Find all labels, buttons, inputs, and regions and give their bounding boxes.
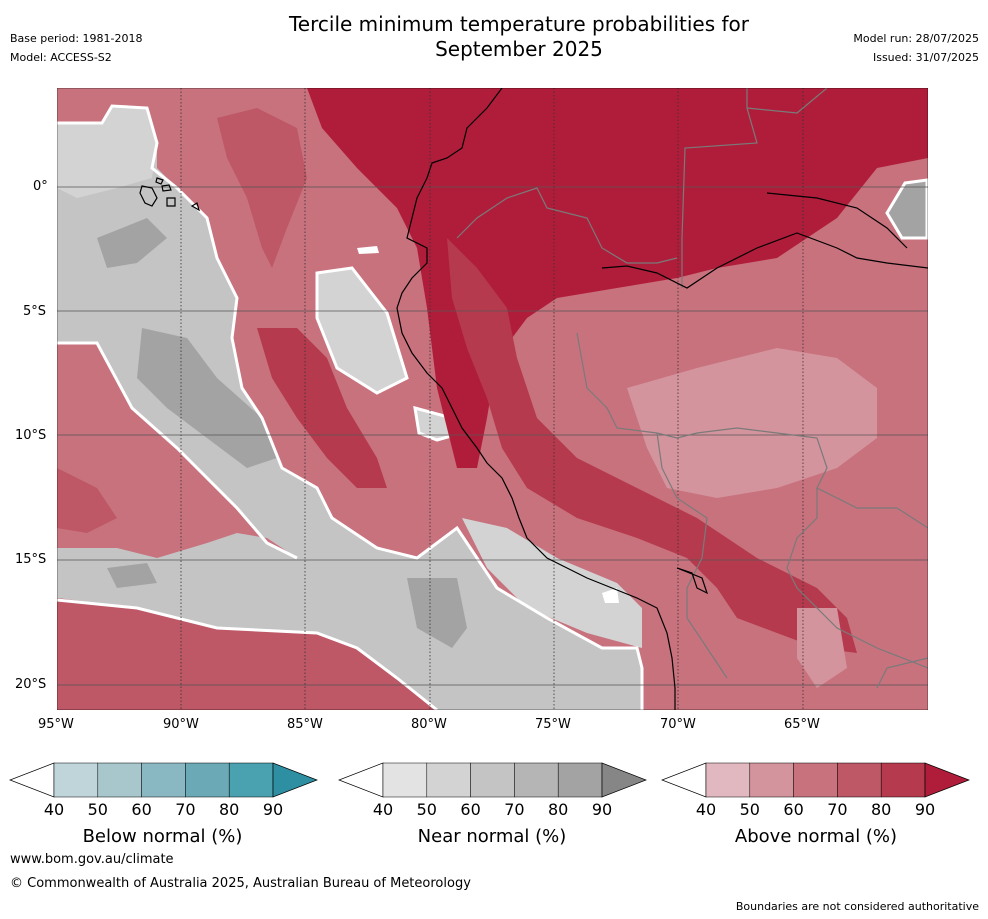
near-normal-dark-patch-1 bbox=[97, 218, 167, 268]
above-normal-region-southwest bbox=[57, 598, 437, 710]
above-normal-region-west bbox=[57, 343, 297, 558]
lat-tick-5s: 5°S bbox=[23, 304, 47, 319]
colorbar-tick-label: 60 bbox=[460, 800, 481, 819]
colorbars bbox=[9, 762, 970, 798]
colorbar-segment bbox=[97, 762, 142, 798]
galapagos-islands bbox=[139, 177, 200, 212]
footer-disclaimer: Boundaries are not considered authoritat… bbox=[735, 900, 979, 913]
colorbar-segment bbox=[228, 762, 274, 798]
colorbar-tick-label: 70 bbox=[504, 800, 525, 819]
colorbar-near-normal bbox=[338, 762, 647, 798]
title-line-1: Tercile minimum temperature probabilitie… bbox=[288, 12, 750, 36]
lon-tick-65w: 65°W bbox=[784, 717, 820, 732]
model-run: Model run: 28/07/2025 bbox=[853, 32, 979, 45]
colorbar-segment bbox=[880, 762, 926, 798]
colorbar-label-below: Below normal (%) bbox=[82, 826, 243, 847]
lon-tick-80w: 80°W bbox=[411, 717, 447, 732]
lat-tick-15s: 15°S bbox=[15, 552, 47, 567]
lon-tick-75w: 75°W bbox=[535, 717, 571, 732]
near-normal-light-north bbox=[57, 106, 157, 198]
probability-map bbox=[57, 88, 928, 710]
colorbar-tick-label: 80 bbox=[871, 800, 892, 819]
colorbar-above-normal bbox=[661, 762, 970, 798]
near-normal-light-coast bbox=[317, 268, 407, 393]
lat-tick-20s: 20°S bbox=[15, 677, 47, 692]
near-normal-dark-patch-4 bbox=[107, 563, 157, 588]
latitude-gridlines bbox=[57, 186, 928, 686]
near-normal-dark-patch-northeast bbox=[887, 180, 927, 238]
above-normal-offshore-high bbox=[257, 328, 387, 488]
coastal-patch-boundary bbox=[315, 266, 409, 395]
coastline bbox=[396, 88, 928, 710]
footer-url: www.bom.gov.au/climate bbox=[10, 852, 174, 867]
colorbar-tick-label: 90 bbox=[262, 800, 284, 819]
colorbar-tick-label: 70 bbox=[827, 800, 848, 819]
colorbar-label-near: Near normal (%) bbox=[417, 826, 567, 847]
colorbar-label-above: Above normal (%) bbox=[734, 826, 898, 847]
colorbar-segment bbox=[470, 762, 515, 798]
colorbar-segment bbox=[705, 762, 751, 798]
colorbar-tick-label: 50 bbox=[739, 800, 760, 819]
colorbar-extend-low bbox=[338, 762, 384, 798]
lat-tick-0: 0° bbox=[33, 179, 48, 194]
colorbar-tick-label: 50 bbox=[416, 800, 437, 819]
colorbar-tick-label: 60 bbox=[783, 800, 804, 819]
lat-tick-10s: 10°S bbox=[15, 428, 47, 443]
colorbar-segment bbox=[793, 762, 838, 798]
lon-tick-95w: 95°W bbox=[38, 717, 74, 732]
colorbar-segment bbox=[185, 762, 230, 798]
colorbar-tick-label: 80 bbox=[219, 800, 240, 819]
colorbar-extend-high bbox=[924, 762, 970, 798]
near-normal-light-south bbox=[462, 518, 642, 648]
above-normal-moderate-east bbox=[627, 348, 877, 498]
above-normal-moderate-southeast bbox=[797, 608, 847, 688]
issued-date: Issued: 31/07/2025 bbox=[872, 51, 979, 64]
colorbar-segment bbox=[141, 762, 186, 798]
title-line-2: September 2025 bbox=[435, 37, 603, 61]
colorbar-tick-label: 60 bbox=[131, 800, 152, 819]
near-normal-boundary bbox=[57, 104, 644, 710]
colorbar-segment bbox=[749, 762, 794, 798]
white-patch-south bbox=[602, 588, 619, 603]
country-borders bbox=[456, 88, 928, 689]
colorbar-extend-low bbox=[9, 762, 55, 798]
colorbar-tick-label: 90 bbox=[914, 800, 936, 819]
lon-tick-70w: 70°W bbox=[660, 717, 696, 732]
above-normal-high-north bbox=[307, 88, 928, 468]
near-normal-dark-patch-3 bbox=[407, 578, 467, 648]
near-normal-dark-patch-2 bbox=[137, 328, 277, 468]
colorbar-tick-label: 40 bbox=[43, 800, 65, 819]
above-normal-patch-west bbox=[57, 468, 117, 533]
colorbar-tick-label: 40 bbox=[695, 800, 717, 819]
lon-tick-85w: 85°W bbox=[287, 717, 323, 732]
colorbar-tick-label: 50 bbox=[87, 800, 108, 819]
northeast-patch-boundary bbox=[885, 178, 928, 240]
colorbar-segment bbox=[382, 762, 428, 798]
colorbar-tick-label: 70 bbox=[175, 800, 196, 819]
model-name: Model: ACCESS-S2 bbox=[10, 51, 112, 64]
colorbar-tick-label: 90 bbox=[591, 800, 613, 819]
near-normal-region-west bbox=[57, 106, 642, 710]
colorbar-extend-low bbox=[661, 762, 707, 798]
base-period: Base period: 1981-2018 bbox=[10, 32, 143, 45]
colorbar-tick-label: 80 bbox=[548, 800, 569, 819]
colorbar-below-normal bbox=[9, 762, 318, 798]
page-title: Tercile minimum temperature probabilitie… bbox=[0, 12, 988, 62]
colorbar-tick-label: 40 bbox=[372, 800, 394, 819]
colorbar-segment bbox=[557, 762, 603, 798]
colorbar-extend-high bbox=[272, 762, 318, 798]
colorbar-segment bbox=[837, 762, 882, 798]
colorbar-segment bbox=[53, 762, 99, 798]
footer-copyright: © Commonwealth of Australia 2025, Austra… bbox=[10, 876, 471, 891]
colorbar-segment bbox=[426, 762, 471, 798]
white-patch-north bbox=[357, 246, 379, 254]
above-normal-offshore-band bbox=[217, 108, 307, 268]
colorbar-segment bbox=[514, 762, 559, 798]
near-normal-boundary-south bbox=[57, 341, 438, 710]
lon-tick-90w: 90°W bbox=[163, 717, 199, 732]
longitude-gridlines bbox=[180, 88, 804, 710]
colorbar-extend-high bbox=[601, 762, 647, 798]
